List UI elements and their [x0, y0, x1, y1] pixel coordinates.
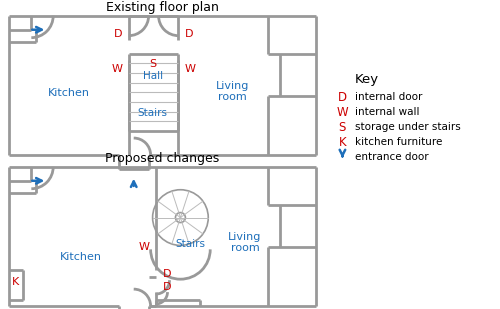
Text: Stairs: Stairs	[176, 239, 206, 249]
Text: W: W	[336, 106, 348, 119]
Text: storage under stairs: storage under stairs	[356, 122, 461, 132]
Text: S: S	[338, 121, 346, 133]
Text: Living
room: Living room	[228, 232, 262, 253]
Text: D: D	[338, 91, 347, 104]
Text: Stairs: Stairs	[138, 108, 168, 118]
Text: entrance door: entrance door	[356, 152, 429, 162]
Text: Existing floor plan: Existing floor plan	[106, 1, 219, 14]
Text: S: S	[149, 58, 156, 69]
Text: W: W	[138, 242, 149, 252]
Text: K: K	[12, 277, 19, 287]
Text: Kitchen: Kitchen	[48, 88, 90, 98]
Text: D: D	[184, 29, 193, 39]
Text: W: W	[112, 65, 123, 74]
Text: Kitchen: Kitchen	[60, 252, 102, 262]
Text: D: D	[114, 29, 123, 39]
Text: D: D	[162, 269, 171, 279]
Text: internal door: internal door	[356, 92, 422, 102]
Text: Living
room: Living room	[216, 81, 249, 102]
Text: Hall: Hall	[142, 71, 163, 82]
Text: D: D	[162, 282, 171, 292]
Text: internal wall: internal wall	[356, 107, 420, 117]
Text: Proposed changes: Proposed changes	[106, 152, 220, 165]
Text: Key: Key	[355, 73, 380, 86]
Text: W: W	[184, 65, 196, 74]
Text: K: K	[338, 136, 346, 149]
Text: kitchen furniture: kitchen furniture	[356, 137, 442, 147]
